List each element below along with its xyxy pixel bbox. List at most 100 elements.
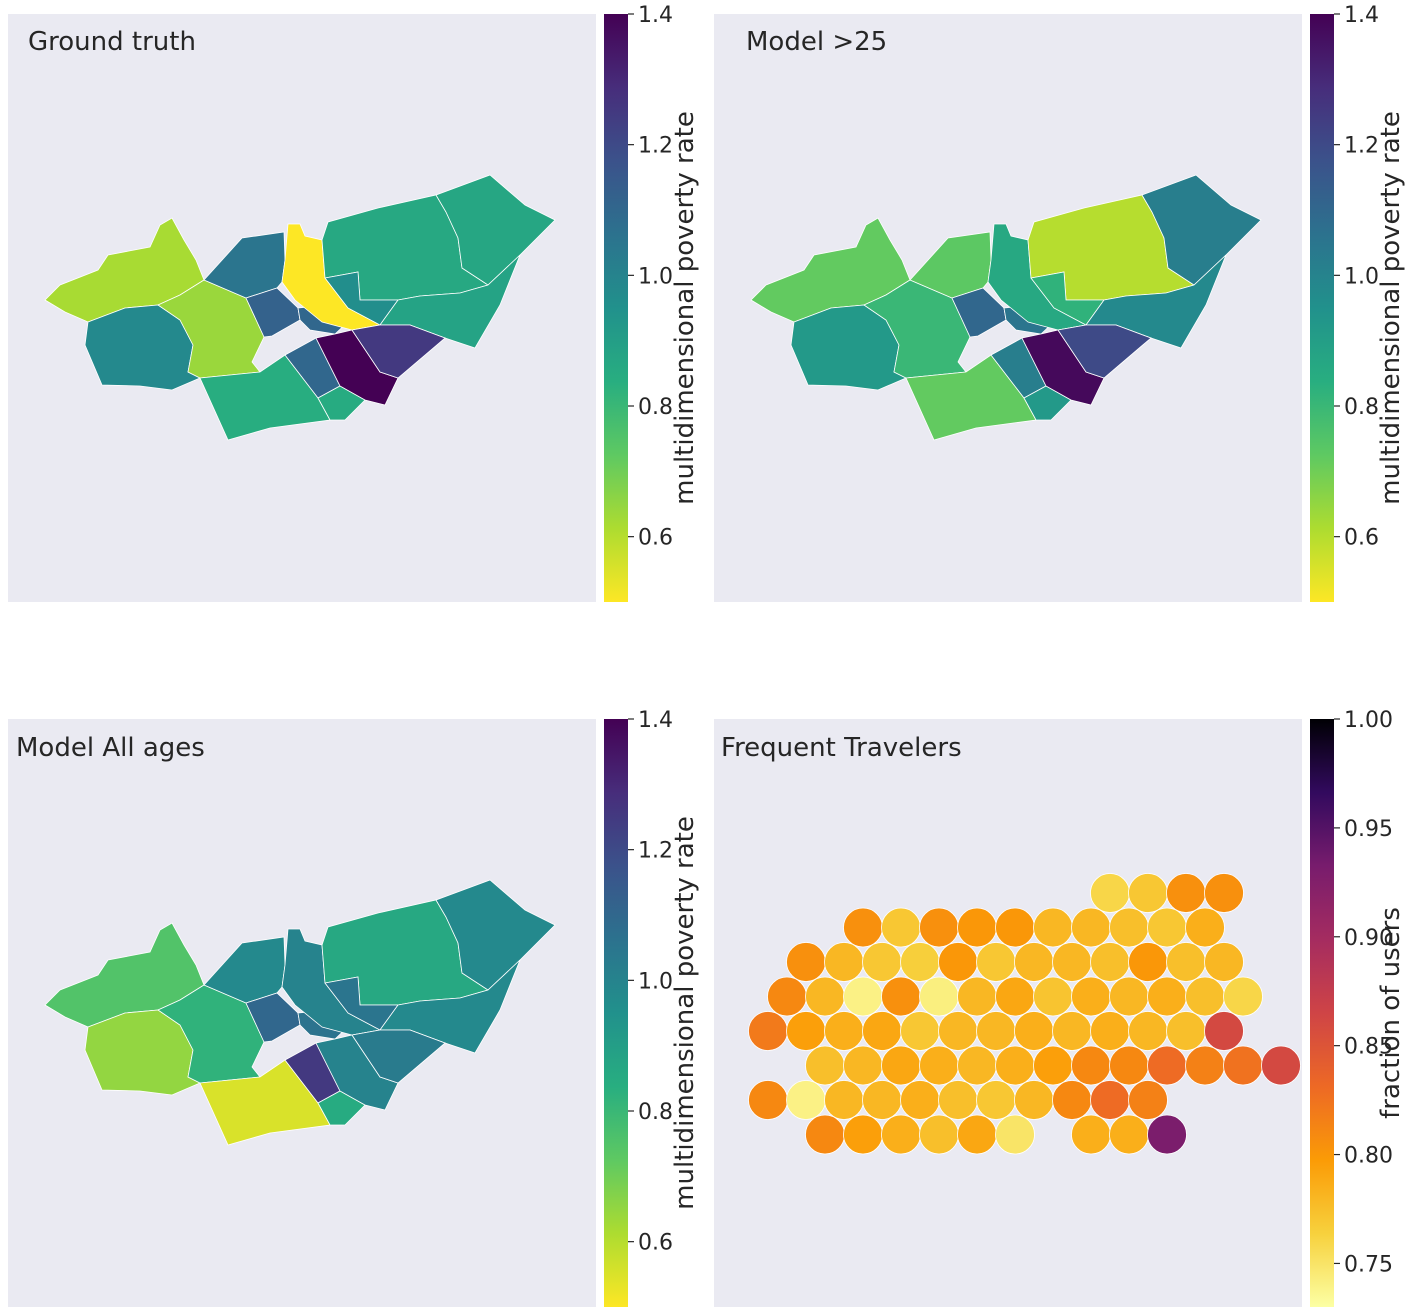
district-center-west <box>157 984 265 1084</box>
colorbar-ticks: 0.6 0.8 1.0 1.2 1.4 <box>1334 3 1379 551</box>
hexbin-point <box>1223 1045 1263 1086</box>
hexbin-point <box>1223 976 1263 1017</box>
hexbin-point <box>1204 942 1244 982</box>
hexbin-point <box>919 976 959 1017</box>
hexbin-point <box>1071 907 1111 948</box>
hexbin-point <box>1147 1114 1187 1155</box>
panel-title: Ground truth <box>28 27 196 57</box>
hexbin-point <box>1014 942 1054 982</box>
choropleth-map <box>44 174 556 441</box>
district-south-east <box>351 1029 446 1084</box>
colorbar-ticks: 0.6 0.8 1.0 1.2 1.4 <box>628 3 673 551</box>
district-south-east <box>351 324 446 379</box>
hexbin-point <box>881 1114 921 1155</box>
hexbin-point <box>786 942 826 982</box>
choropleth-map <box>44 879 556 1146</box>
hexbin-point <box>1147 1045 1187 1086</box>
hexbin-point <box>786 1011 826 1051</box>
colorbar-tick-label: 0.8 <box>638 395 673 420</box>
hexbin-point <box>1090 1080 1130 1120</box>
hexbin-point <box>976 1011 1016 1051</box>
hexbin-points <box>748 873 1301 1155</box>
hexbin-point <box>824 1011 864 1051</box>
hexbin-point <box>1185 907 1225 948</box>
hexbin-point <box>995 1114 1035 1155</box>
hexbin-point <box>805 1045 845 1086</box>
hexbin-point <box>938 942 978 982</box>
hexbin-point <box>995 907 1035 948</box>
hexbin-point <box>1185 976 1225 1017</box>
colorbar-tick-label: 1.2 <box>638 839 673 864</box>
district-south-east <box>1057 324 1152 379</box>
hexbin-point <box>1204 873 1244 913</box>
hexbin-point <box>1128 942 1168 982</box>
colorbar-tick-label: 1.00 <box>1344 708 1393 733</box>
colorbar-tick-label: 1.0 <box>638 969 673 994</box>
panel-frequent-travelers: Frequent Travelers 0.75 0.80 0.85 0.90 0.95 1… <box>714 708 1406 1307</box>
hexbin-point <box>1014 1080 1054 1120</box>
hexbin-point <box>881 1045 921 1086</box>
hexbin-point <box>1128 1080 1168 1120</box>
colorbar-tick-label: 0.75 <box>1344 1252 1393 1277</box>
colorbar-label: multidimensional poverty rate <box>670 111 700 505</box>
colorbar-tick-label: 0.6 <box>638 526 673 551</box>
district-south-small <box>317 1090 366 1126</box>
hexbin-point <box>748 1080 788 1120</box>
hexbin-point <box>1128 873 1168 913</box>
hexbin-point <box>843 976 883 1017</box>
panel-ground-truth: Ground truth 0.6 0.8 1.0 1.2 1.4 multidimens… <box>8 3 700 602</box>
colorbar-label: multidimensional poverty rate <box>670 816 700 1210</box>
panel-title: Model >25 <box>746 27 887 57</box>
hexbin-point <box>919 907 959 948</box>
district-south-small <box>317 385 366 421</box>
hexbin-point <box>919 1045 959 1086</box>
hexbin-point <box>786 1080 826 1120</box>
hexbin-point <box>1109 1114 1149 1155</box>
colorbar-tick-label: 0.95 <box>1344 817 1393 842</box>
hexbin-point <box>1090 1011 1130 1051</box>
hexbin-point <box>1261 1045 1301 1086</box>
hexbin-point <box>862 1080 902 1120</box>
district-center-west <box>157 279 265 379</box>
hexbin-point <box>1166 1011 1206 1051</box>
panel-title: Frequent Travelers <box>721 733 962 763</box>
hexbin-point <box>1109 1045 1149 1086</box>
hexbin-point <box>900 942 940 982</box>
colorbar-label: fraction of users <box>1376 907 1406 1119</box>
hexbin-point <box>976 942 1016 982</box>
choropleth-map <box>750 174 1262 441</box>
hexbin-point <box>957 907 997 948</box>
colorbar-tick-label: 1.2 <box>638 134 673 159</box>
hexbin-point <box>1166 942 1206 982</box>
hexbin-point <box>1033 907 1073 948</box>
hexbin-point <box>805 976 845 1017</box>
hexbin-point <box>767 976 807 1017</box>
colorbar <box>1310 719 1334 1307</box>
colorbar <box>1310 14 1334 602</box>
colorbar-tick-label: 0.8 <box>638 1100 673 1125</box>
hexbin-point <box>1033 976 1073 1017</box>
hexbin-point <box>957 1114 997 1155</box>
colorbar-ticks: 0.75 0.80 0.85 0.90 0.95 1.00 <box>1334 708 1393 1277</box>
hexbin-point <box>862 942 902 982</box>
hexbin-point <box>843 1045 883 1086</box>
hexbin-point <box>824 942 864 982</box>
colorbar-tick-label: 1.4 <box>1344 3 1379 28</box>
hexbin-point <box>805 1114 845 1155</box>
hexbin-point <box>938 1080 978 1120</box>
hexbin-point <box>1052 1011 1092 1051</box>
panel-title: Model All ages <box>16 733 205 763</box>
colorbar-tick-label: 1.2 <box>1344 134 1379 159</box>
colorbar-tick-label: 0.6 <box>1344 526 1379 551</box>
hexbin-point <box>1166 873 1206 913</box>
hexbin-point <box>824 1080 864 1120</box>
colorbar-tick-label: 1.0 <box>1344 264 1379 289</box>
hexbin-point <box>995 976 1035 1017</box>
panel-model-all-ages: Model All ages 0.6 0.8 1.0 1.2 1.4 multidime… <box>8 708 700 1307</box>
hexbin-point <box>1033 1045 1073 1086</box>
colorbar-ticks: 0.6 0.8 1.0 1.2 1.4 <box>628 708 673 1256</box>
hexbin-point <box>1109 976 1149 1017</box>
hexbin-point <box>843 1114 883 1155</box>
colorbar-tick-label: 0.90 <box>1344 926 1393 951</box>
hexbin-point <box>900 1080 940 1120</box>
